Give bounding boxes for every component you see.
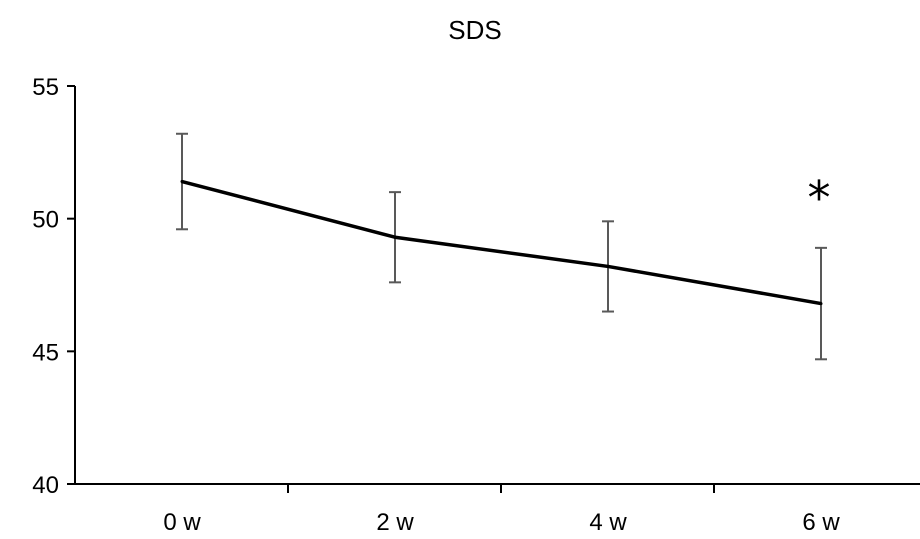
y-axis-ticks: 40 45 50 55 [32,74,75,499]
y-tick-label: 55 [32,74,59,101]
data-point [393,235,397,239]
chart-title: SDS [448,15,501,45]
annotations: * [808,171,831,225]
series-line [181,179,822,306]
y-tick-label: 40 [32,472,59,499]
x-tick-label: 6 w [802,509,840,536]
series-lines [180,179,823,306]
significance-marker: * [808,171,831,225]
x-tick-label: 2 w [376,509,414,536]
x-axis-ticks: 0 w 2 w 4 w 6 w [163,484,840,536]
data-point [606,264,610,268]
error-bars [176,132,827,361]
y-tick-label: 45 [32,339,59,366]
axes [74,86,920,485]
data-point [819,302,823,306]
y-tick-label: 50 [32,207,59,234]
x-tick-label: 0 w [163,509,201,536]
data-point [180,180,184,184]
x-tick-label: 4 w [589,509,627,536]
